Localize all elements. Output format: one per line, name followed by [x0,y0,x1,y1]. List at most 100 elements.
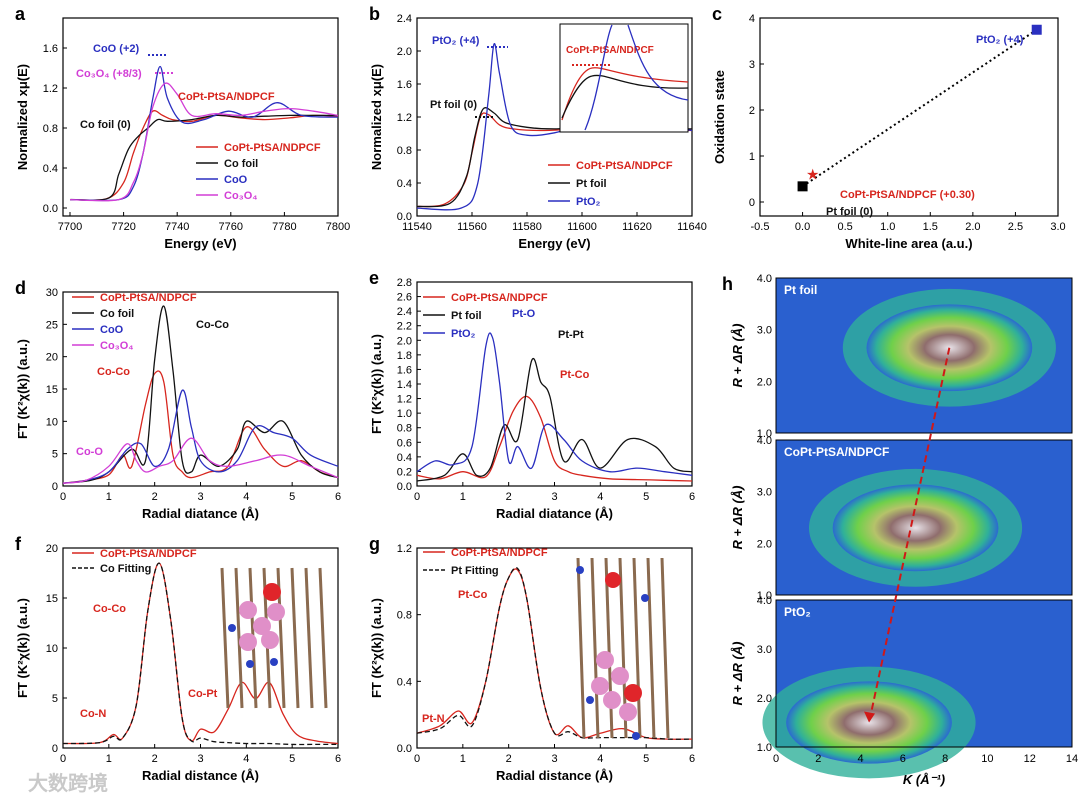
atom-co [596,651,614,669]
y-tick-label: 0.0 [397,481,412,493]
legend-entry: Co foil [100,308,134,320]
y-tick-label: 2.0 [397,335,412,347]
x-tick-label: 8 [942,753,948,765]
y-tick-label: 30 [46,287,58,299]
y-tick-label: 0.0 [43,203,58,215]
x-tick-label: 11540 [402,221,432,233]
legend-entry: Pt foil [451,310,482,322]
x-tick-label: 6 [689,753,695,765]
panel-letter: f [15,534,22,554]
x-tick-label: 4 [243,753,249,765]
bond [632,557,642,739]
y-tick-label: 4.0 [757,273,772,285]
bond [646,557,656,739]
y-tick-label: 2.0 [757,693,772,705]
x-tick-label: 6 [689,491,695,503]
x-axis-label: Radial diatance (Å) [142,506,259,521]
y-tick-label: 1.0 [397,408,412,420]
x-tick-label: 0 [60,753,66,765]
atom-co [239,601,257,619]
y-tick-label: 2.0 [757,376,772,388]
x-tick-label: 6 [335,753,341,765]
atom-n [632,732,640,740]
series-line-coo [69,65,339,202]
x-tick-label: 1.0 [880,221,895,233]
x-tick-label: 2 [506,491,512,503]
trend-line [802,28,1038,188]
x-tick-label: 5 [289,753,295,765]
y-tick-label: 10 [46,643,58,655]
x-tick-label: 1.5 [923,221,938,233]
atom-co [591,677,609,695]
series-line-copt-ptsa-ndpcf [69,110,339,201]
y-tick-label: 2.4 [397,306,412,318]
x-tick-label: 7700 [58,221,82,233]
x-tick-label: 11600 [567,221,597,233]
y-tick-label: 1.6 [43,43,58,55]
x-tick-label: 12 [1024,753,1036,765]
y-tick-label: 2.6 [397,292,412,304]
label-pt-co: Pt-Co [560,369,590,381]
atom-n [576,566,584,574]
y-axis-label: R + ΔR (Å) [730,486,745,550]
y-tick-label: 1.0 [757,428,772,440]
arrow-head [864,711,876,723]
y-tick-label: 4.0 [757,595,772,607]
series-line-co-o- [62,437,339,484]
x-tick-label: 4 [597,753,603,765]
y-tick-label: 0.8 [397,610,412,622]
heatmap-title: Pt foil [784,283,817,297]
x-tick-label: 6 [900,753,906,765]
panel-d: d 0 1 2 3 4 5 6 0 5 10 15 20 25 30 Radial diatance (Å) F… [15,278,341,521]
label-co-co-2: Co-Co [97,366,130,378]
y-tick-label: 1.6 [397,79,412,91]
x-tick-label: -0.5 [751,221,770,233]
data-point-pto2 [1031,24,1042,35]
x-tick-label: 2 [815,753,821,765]
panel-a: a 7700 7720 7740 7760 7780 7800 0.0 0.4 0.8 1.2 1.6… [15,4,350,251]
panel-letter: c [712,4,722,24]
x-tick-label: 6 [335,491,341,503]
atom-co [253,617,271,635]
y-tick-label: 1.2 [397,543,412,555]
series-line-pto- [416,332,693,476]
atom-n [270,658,278,666]
x-axis-label: Radial diatance (Å) [496,506,613,521]
y-axis-label: FT (K²χ(k)) (a.u.) [369,334,384,434]
y-axis-label: Oxidation state [712,70,727,164]
x-tick-label: 3.0 [1050,221,1065,233]
y-tick-label: 0.4 [397,676,412,688]
x-tick-label: 0 [773,753,779,765]
y-tick-label: 0.2 [397,466,412,478]
legend-entry: PtO₂ [576,196,601,208]
panel-e: e 0 1 2 3 4 5 6 0.0 0.2 0.4 0.6 0.8 1.0 1.2 1.4 1.6 1.8 2.… [369,268,695,521]
series-line-co-foil [69,114,338,201]
label-pt-pt: Pt-Pt [558,329,584,341]
y-tick-label: 0 [749,197,755,209]
y-tick-label: 1 [749,151,755,163]
y-axis-label: FT (K²χ(k)) (a.u.) [369,598,384,698]
y-tick-label: 1.2 [397,112,412,124]
panel-letter: d [15,278,26,298]
x-tick-label: 7800 [326,221,350,233]
x-axis-label: White-line area (a.u.) [845,236,972,251]
y-tick-label: 0.4 [397,452,412,464]
label-co3o4: Co₃O₄ (+8/3) [76,68,142,80]
series-line-pt-foil [416,358,693,482]
atom-n [228,624,236,632]
series-line-copt-ptsa-ndpcf [416,395,693,482]
panel-b: b 11540 11560 11580 11600 11620 11640 0.0 0.4 0.8… [369,4,707,251]
y-tick-label: 1.6 [397,364,412,376]
x-tick-label: 0 [414,491,420,503]
y-tick-label: 1.8 [397,350,412,362]
x-tick-label: 11620 [622,221,652,233]
x-tick-label: 0.0 [795,221,810,233]
legend-entry: CoPt-PtSA/NDPCF [100,548,197,560]
y-tick-label: 0.4 [397,178,412,190]
x-tick-label: 7720 [111,221,135,233]
y-tick-label: 0.0 [397,211,412,223]
label-co-o: Co-O [76,446,103,458]
x-tick-label: 1 [106,491,112,503]
y-tick-label: 20 [46,543,58,555]
label-coo: CoO (+2) [93,43,139,55]
